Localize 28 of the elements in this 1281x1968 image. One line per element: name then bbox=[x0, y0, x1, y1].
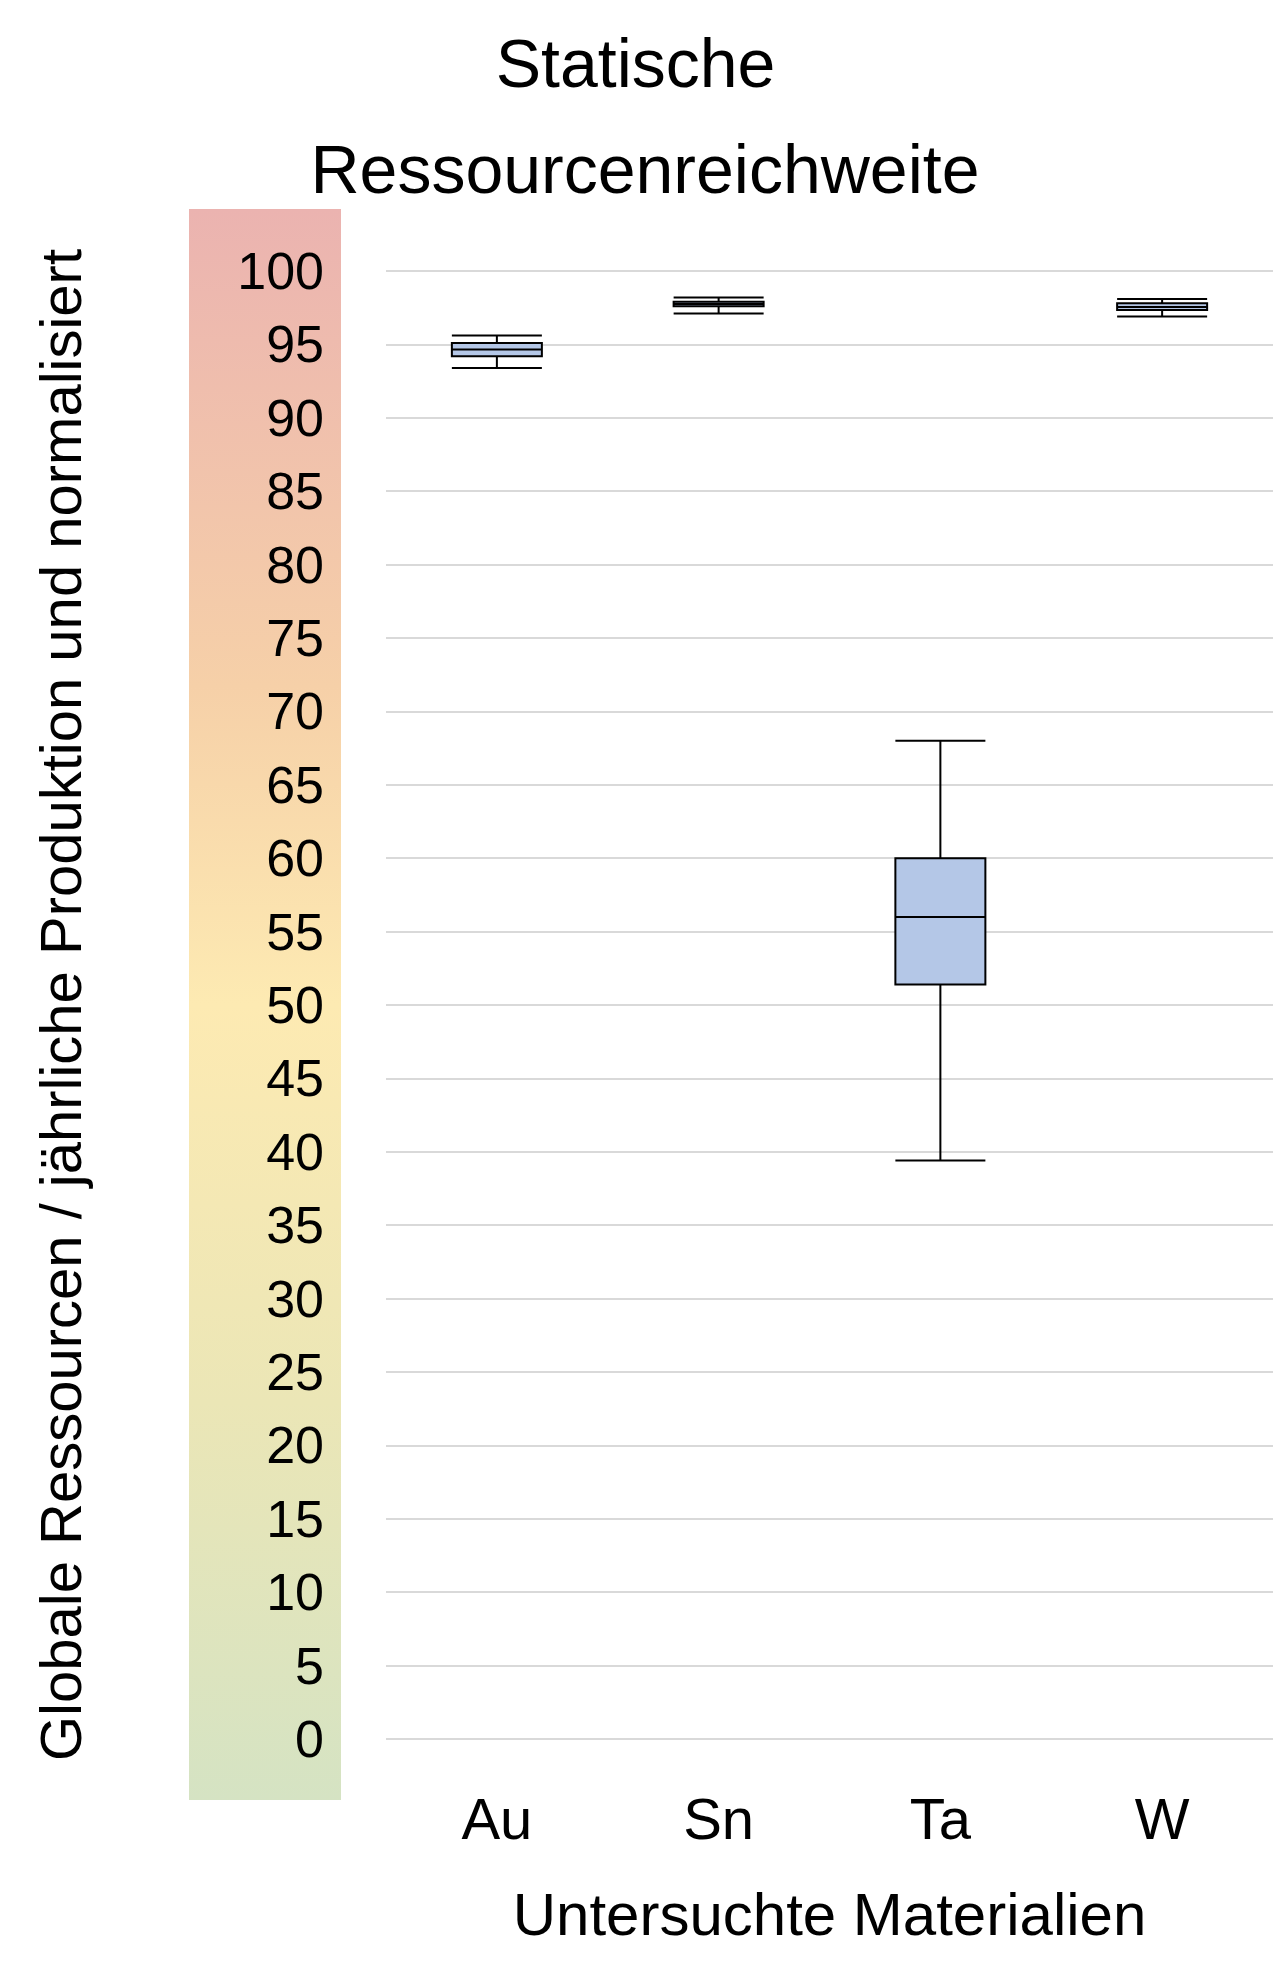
y-tick-label: 50 bbox=[266, 976, 324, 1034]
x-tick-label: W bbox=[1134, 1785, 1190, 1851]
y-tick-label: 70 bbox=[266, 682, 324, 741]
x-tick-label: Ta bbox=[909, 1785, 972, 1851]
y-tick-label: 15 bbox=[266, 1489, 324, 1548]
y-tick-label: 85 bbox=[266, 462, 324, 521]
y-tick-label: 10 bbox=[266, 1563, 324, 1622]
y-tick-label: 60 bbox=[266, 829, 324, 888]
y-tick-label: 20 bbox=[266, 1416, 324, 1475]
y-tick-label: 45 bbox=[266, 1049, 324, 1108]
x-tick-label: Sn bbox=[683, 1785, 755, 1851]
y-tick-label: 5 bbox=[295, 1636, 324, 1695]
y-tick-label: 65 bbox=[266, 755, 324, 814]
y-tick-label: 100 bbox=[237, 242, 324, 300]
y-tick-label: 55 bbox=[266, 902, 324, 961]
chart-title: Statische Ressourcenreichweite bbox=[310, 25, 980, 207]
y-tick-label: 25 bbox=[266, 1343, 324, 1401]
y-tick-label: 40 bbox=[266, 1122, 324, 1181]
y-tick-label: 75 bbox=[266, 609, 324, 667]
y-tick-label: 30 bbox=[266, 1269, 324, 1328]
y-tick-label: 0 bbox=[295, 1710, 324, 1768]
x-tick-label: Au bbox=[461, 1785, 533, 1851]
y-tick-label: 35 bbox=[266, 1196, 324, 1255]
y-tick-label: 95 bbox=[266, 315, 324, 374]
y-tick-label: 80 bbox=[266, 535, 324, 594]
y-axis-title: Globale Ressourcen / jährliche Produktion und normalisiert bbox=[27, 249, 93, 1761]
x-axis-title: Untersuchte Materialien bbox=[512, 1880, 1147, 1948]
y-tick-label: 90 bbox=[266, 388, 324, 447]
